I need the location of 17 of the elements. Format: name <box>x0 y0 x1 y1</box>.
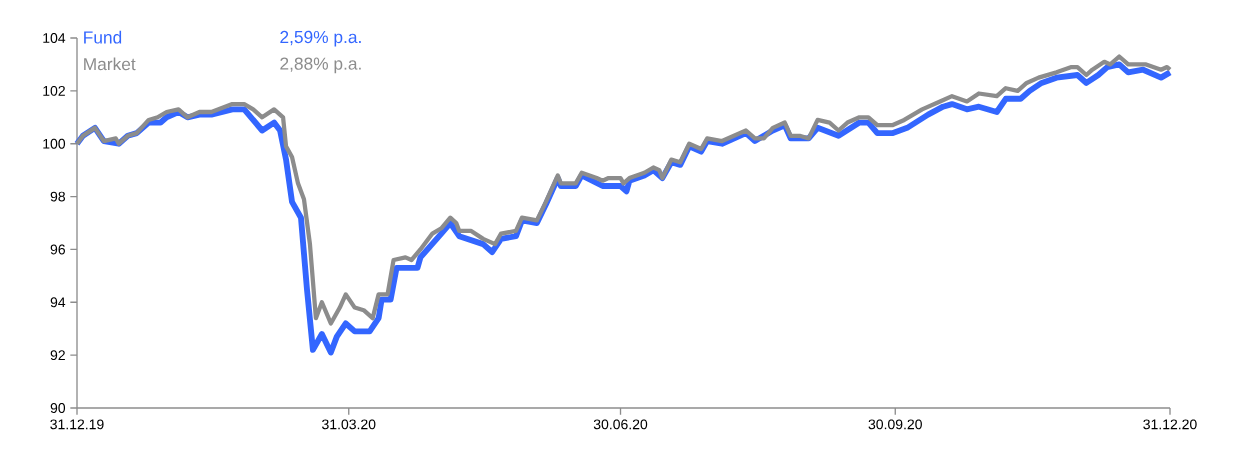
y-tick-label: 100 <box>43 138 66 149</box>
x-tick-label: 31.03.20 <box>322 419 376 430</box>
y-tick-label: 104 <box>43 33 66 43</box>
y-tick-label: 102 <box>43 85 65 96</box>
annotation: 2,88% p.a. <box>280 57 361 74</box>
y-tick-label: 94 <box>50 297 66 308</box>
x-tick-label: 30.09.20 <box>868 419 922 430</box>
y-tick-label: 98 <box>50 191 66 202</box>
annotation: 2,59% p.a. <box>280 30 361 47</box>
y-tick-label: 90 <box>50 403 66 413</box>
x-tick-label: 31.12.19 <box>50 419 104 430</box>
x-tick-label: 30.06.20 <box>593 419 648 430</box>
text: Market <box>84 57 136 71</box>
text: Fund <box>84 30 122 44</box>
x-tick-label: 31.12.20 <box>1143 419 1197 430</box>
y-tick-label: 92 <box>50 350 65 361</box>
y-tick-label: 96 <box>50 244 66 255</box>
